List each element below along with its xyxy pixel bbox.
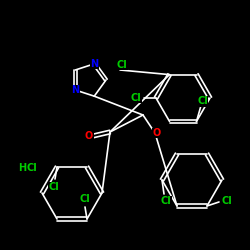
Text: Cl: Cl: [222, 196, 232, 206]
Text: Cl: Cl: [116, 60, 128, 70]
Text: Cl: Cl: [197, 96, 208, 106]
Text: Cl: Cl: [26, 163, 38, 173]
Text: O: O: [153, 128, 161, 138]
Text: Cl: Cl: [160, 196, 172, 206]
Text: Cl: Cl: [80, 194, 90, 204]
Text: H: H: [18, 163, 26, 173]
Text: N: N: [90, 59, 98, 69]
Text: O: O: [85, 131, 93, 141]
Text: Cl: Cl: [48, 182, 59, 192]
Text: N: N: [71, 85, 79, 95]
Text: Cl: Cl: [130, 93, 141, 103]
